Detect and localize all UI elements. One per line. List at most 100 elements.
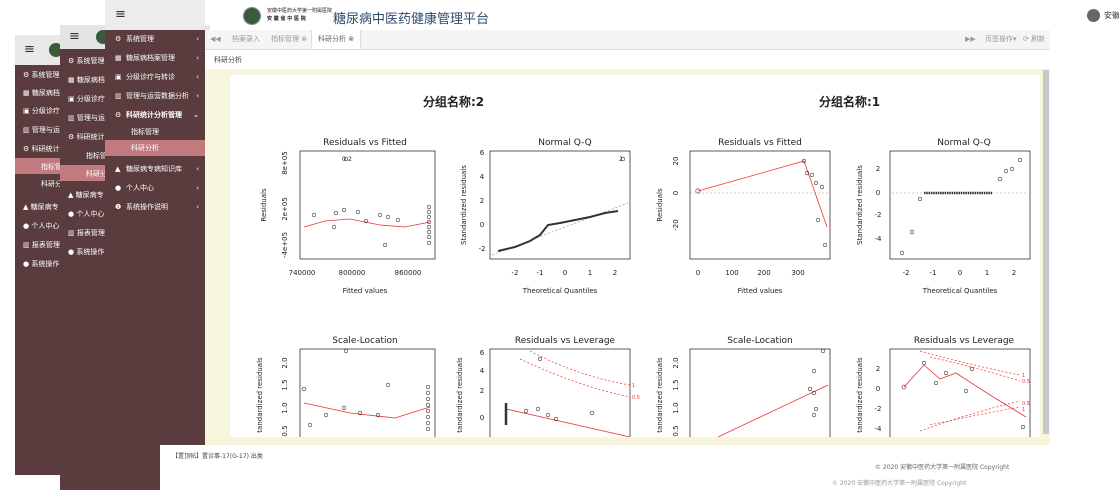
tab-operations-menu[interactable]: 页签操作▾: [985, 35, 1017, 43]
plot-title: Normal Q-Q: [937, 138, 990, 148]
tab-scroll-forward-button[interactable]: ▶▶: [965, 35, 976, 43]
ghost-item: ● 个人中心: [68, 210, 105, 218]
sidebar-item-referral[interactable]: ▣ 分级诊疗与转诊 ‹: [105, 68, 205, 87]
refresh-button[interactable]: ⟳ 刷新: [1023, 35, 1046, 43]
sidebar-item-archives[interactable]: ▦ 糖尿病档案管理 ‹: [105, 49, 205, 68]
tab-bar: ◀◀ 档案录入 指标管理 ⊗ 科研分析 ⊗ ▶▶ 页签操作▾ ⟳ 刷新: [205, 30, 1050, 50]
ghost-item: ⚙ 系统管理: [23, 71, 60, 79]
svg-text:0.5: 0.5: [632, 395, 640, 401]
bar-chart-icon: ▥: [115, 92, 122, 100]
tab-scroll-back-button[interactable]: ◀◀: [210, 35, 221, 43]
y-axis-label: Residuals: [656, 188, 664, 222]
plot-title: Residuals vs Fitted: [718, 138, 802, 148]
tab-research-analysis[interactable]: 科研分析 ⊗: [311, 30, 362, 49]
plot-title: Scale-Location: [727, 336, 793, 346]
sidebar-item-help[interactable]: ❶ 系统操作说明 ‹: [105, 198, 205, 217]
plot-title: Residuals vs Leverage: [515, 336, 616, 346]
ghost-item: ▥ 报表管理: [68, 229, 105, 237]
chevron-left-icon: ‹: [196, 73, 199, 81]
sidebar-item-personal[interactable]: ● 个人中心 ‹: [105, 179, 205, 198]
svg-text:0.5: 0.5: [672, 425, 680, 436]
ghost-sub-item: 科研分: [86, 170, 107, 178]
vertical-scrollbar[interactable]: [1043, 70, 1049, 434]
svg-text:1.0: 1.0: [672, 402, 680, 413]
plot-title: Residuals vs Leverage: [914, 336, 1015, 346]
list-icon: ▦: [115, 54, 122, 62]
svg-text:0: 0: [480, 414, 484, 422]
svg-text:-1: -1: [930, 269, 937, 277]
svg-text:-20: -20: [672, 219, 680, 230]
ghost-item: ▲ 糖尿病专: [23, 203, 59, 211]
svg-text:2: 2: [348, 156, 352, 163]
y-axis-label: tandardized residuals: [456, 357, 464, 433]
svg-text:1.5: 1.5: [281, 379, 289, 390]
svg-text:0: 0: [958, 269, 962, 277]
svg-text:0: 0: [563, 269, 567, 277]
user-avatar[interactable]: [1087, 9, 1100, 22]
tab-indicators[interactable]: 指标管理 ⊗: [271, 35, 308, 43]
svg-text:800000: 800000: [339, 269, 366, 277]
chevron-down-icon: ⌄: [193, 111, 199, 119]
sidebar-subitem-analysis[interactable]: 科研分析: [105, 140, 205, 156]
svg-text:740000: 740000: [289, 269, 316, 277]
svg-text:2: 2: [613, 269, 617, 277]
svg-text:2e+05: 2e+05: [281, 197, 289, 221]
tab-records[interactable]: 档案录入: [232, 35, 260, 43]
svg-text:1: 1: [1022, 373, 1025, 379]
svg-text:6: 6: [480, 149, 485, 157]
building-icon: ▣: [115, 73, 122, 81]
svg-text:-1: -1: [537, 269, 544, 277]
svg-text:2.0: 2.0: [281, 357, 289, 368]
sidebar-item-operations[interactable]: ▥ 管理与运营数据分析 ‹: [105, 87, 205, 106]
svg-text:-2: -2: [479, 245, 486, 253]
svg-text:2.0: 2.0: [672, 357, 680, 368]
ghost-sub-item: 科研分: [41, 180, 62, 188]
footer-ghost: © 2020 安徽中医药大学第一附属医院 Copyright: [160, 478, 1050, 494]
ghost-item: ▦ 糖尿病档: [68, 76, 105, 84]
svg-text:1: 1: [985, 269, 989, 277]
logo-text: 安徽中医药大学第一附属医院 安 徽 省 中 医 院: [267, 8, 333, 22]
ghost-item: ⚙ 系统管理: [68, 57, 105, 65]
svg-text:100: 100: [725, 269, 738, 277]
svg-text:6: 6: [480, 349, 485, 357]
graduation-cap-icon: ▲: [115, 165, 121, 173]
svg-text:-2: -2: [903, 269, 910, 277]
regression-diagnostic-plots: 分组名称:2 分组名称:1 Residuals vs Fitted Fitted…: [230, 75, 1040, 437]
chevron-left-icon: ‹: [196, 35, 199, 43]
svg-text:2: 2: [480, 387, 484, 395]
gear-icon: ⚙: [115, 35, 122, 43]
svg-text:4: 4: [480, 367, 485, 375]
ghost-item: ⚙ 科研统计: [68, 133, 105, 141]
svg-text:-4: -4: [875, 235, 883, 243]
user-icon: ●: [115, 184, 122, 192]
ghost-item: ● 系统操作: [68, 248, 105, 256]
svg-text:2: 2: [876, 365, 880, 373]
hospital-logo: [243, 7, 261, 25]
svg-text:0: 0: [876, 385, 880, 393]
sidebar-item-research[interactable]: ⚙ 科研统计分析管理 ⌄: [105, 106, 205, 125]
svg-text:1: 1: [588, 269, 592, 277]
ghost-item: ⚙ 科研统计: [23, 145, 60, 153]
svg-text:0.5: 0.5: [1022, 379, 1030, 385]
sidebar-subitem-indicators[interactable]: 指标管理: [131, 128, 159, 136]
breadcrumb-bar: 科研分析: [205, 50, 1050, 69]
svg-text:0.5: 0.5: [1022, 401, 1030, 407]
svg-text:0: 0: [696, 269, 700, 277]
ghost-item: ▣ 分级诊疗: [68, 95, 105, 103]
header: 安徽中医药大学第一附属医院 安 徽 省 中 医 院 糖尿病中医药健康管理平台 安…: [105, 0, 1119, 30]
y-axis-label: Standardized residuals: [856, 165, 864, 245]
ghost-item: ● 个人中心: [23, 222, 60, 230]
svg-text:-4: -4: [875, 425, 883, 433]
svg-text:1.0: 1.0: [281, 402, 289, 413]
sidebar-item-system[interactable]: ⚙ 系统管理 ‹: [105, 30, 205, 49]
svg-text:2: 2: [876, 165, 880, 173]
svg-text:0: 0: [672, 191, 680, 195]
ghost-item: ▥ 管理与运: [23, 126, 60, 134]
footer: 【置顶帖】置诊事-17(G-17) 出类 © 2020 安徽中医药大学第一附属医…: [160, 445, 1050, 478]
y-axis-label: tandardized residuals: [656, 357, 664, 433]
menu-toggle-icon[interactable]: ≡: [115, 7, 126, 22]
plot-title: Residuals vs Fitted: [323, 138, 407, 148]
sidebar-item-knowledge[interactable]: ▲ 糖尿病专病知识库 ‹: [105, 160, 205, 179]
svg-text:2: 2: [480, 197, 484, 205]
